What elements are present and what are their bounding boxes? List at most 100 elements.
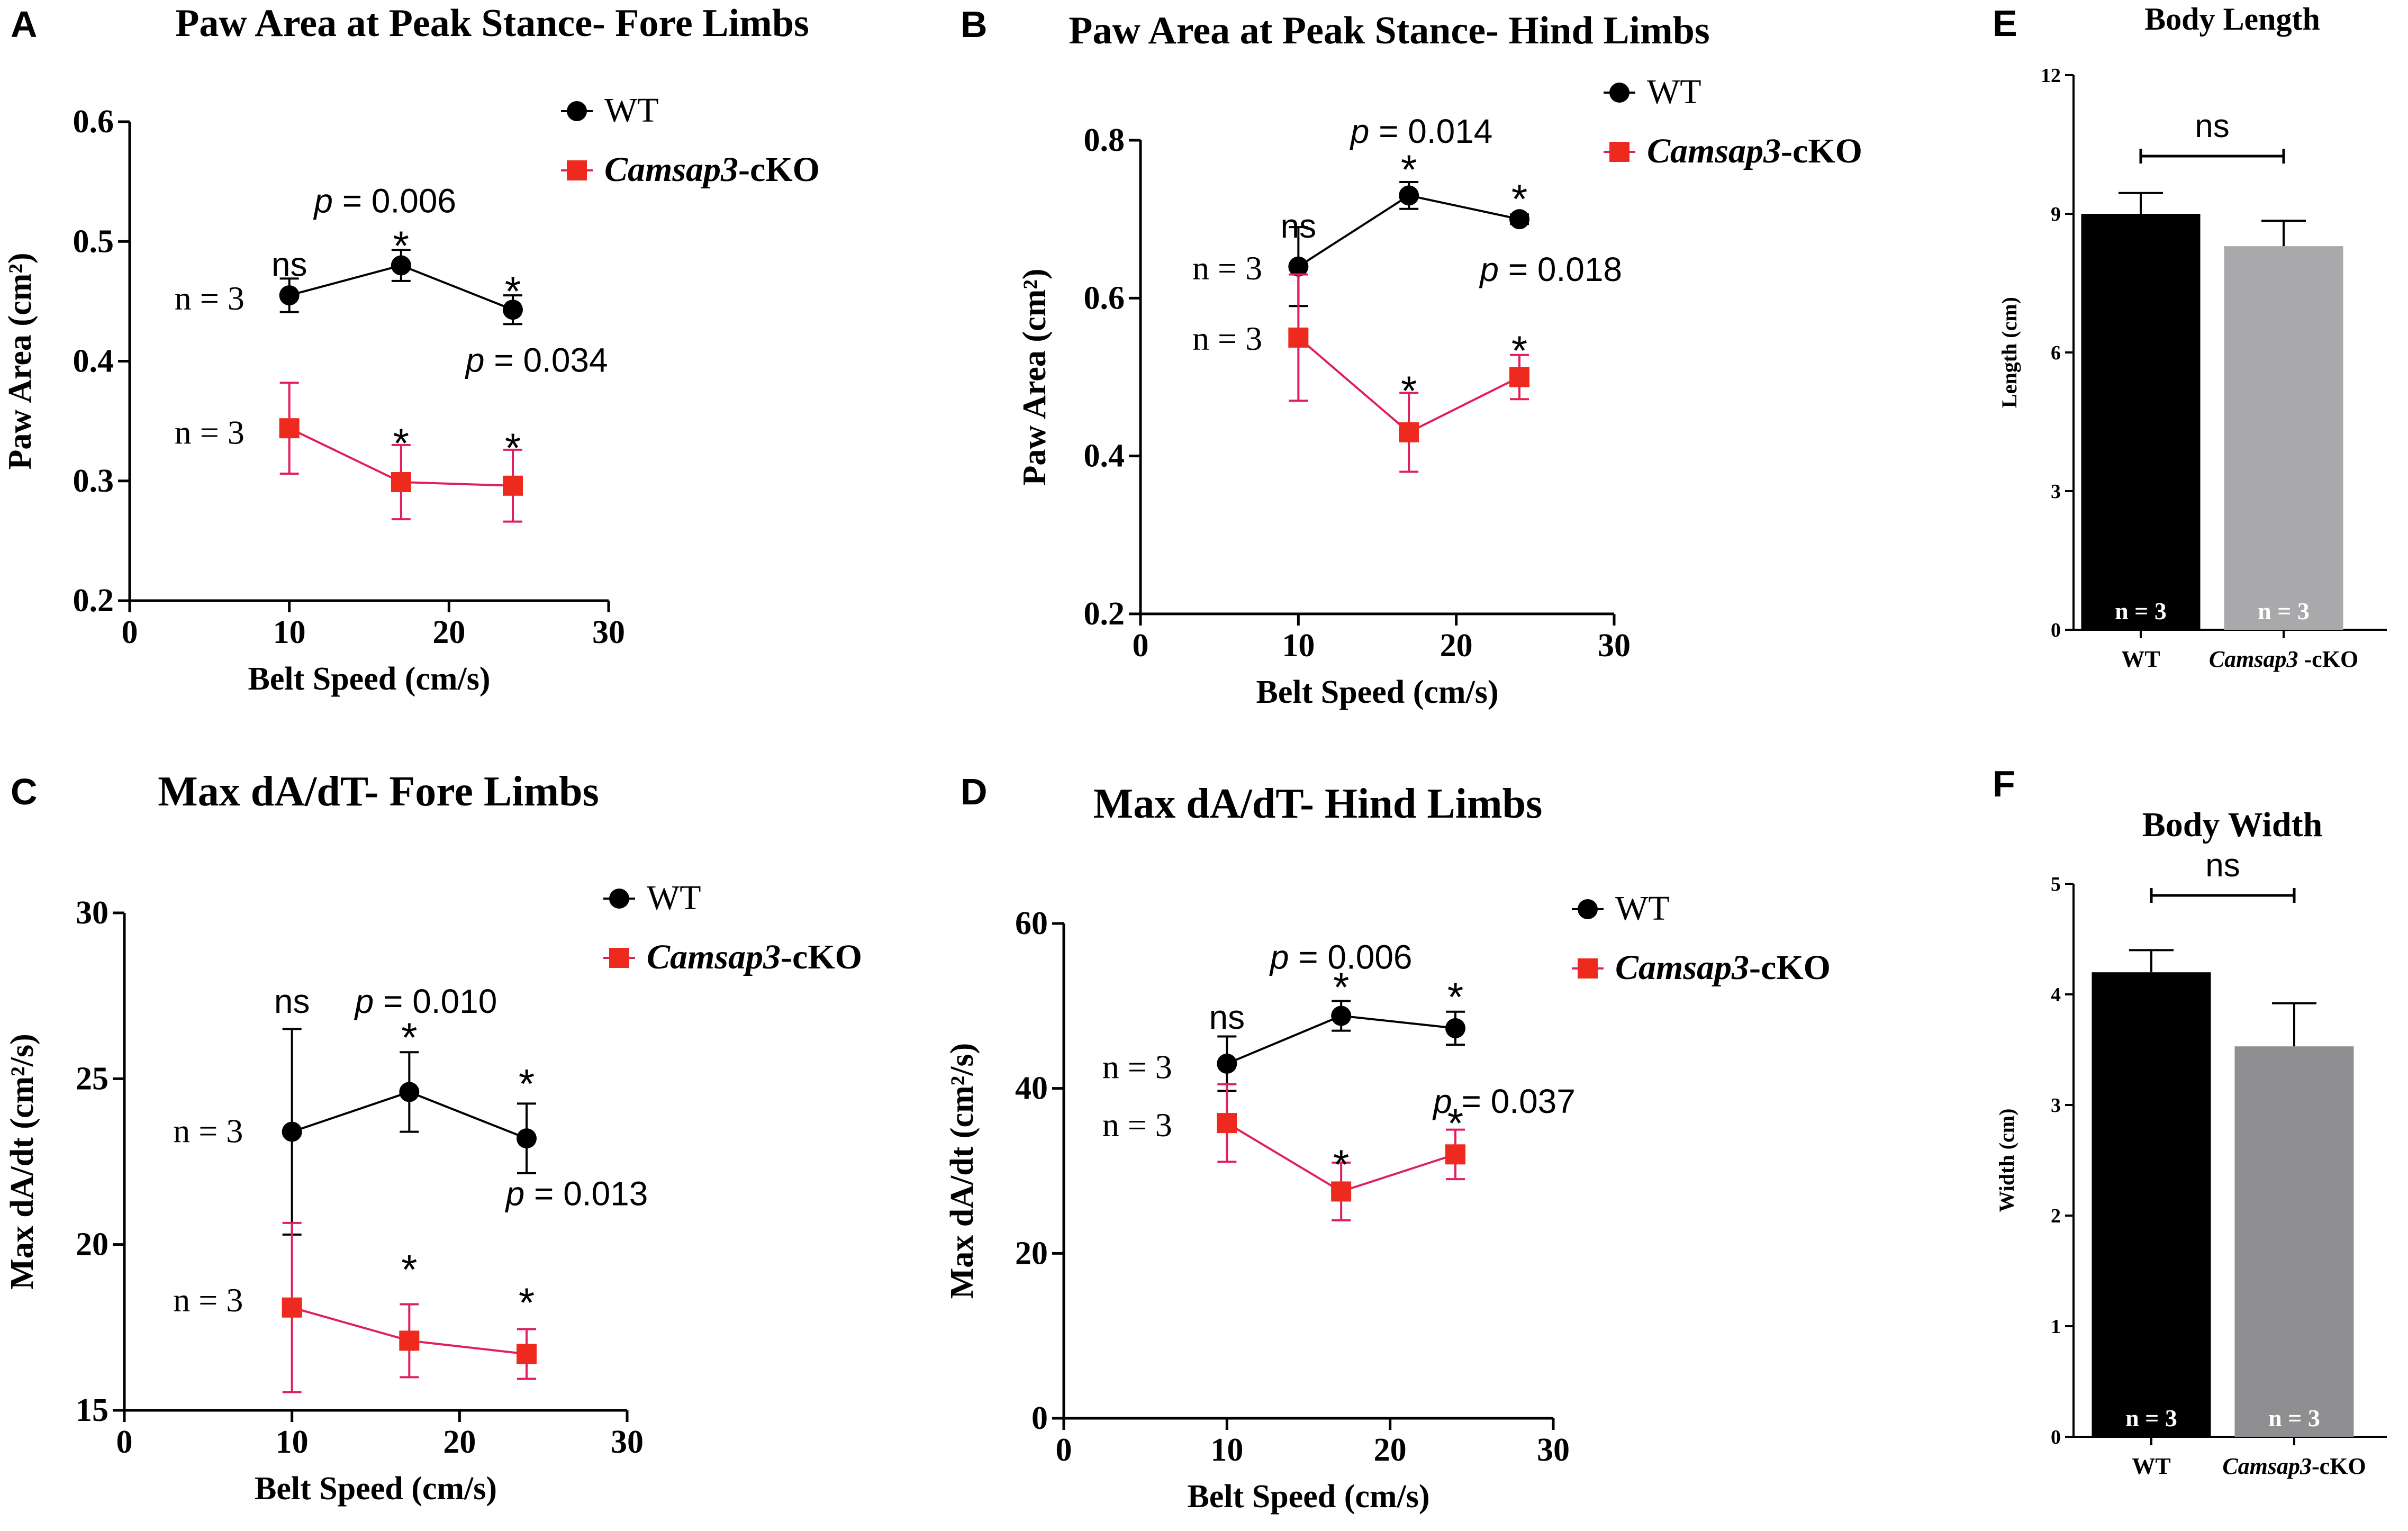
y-tick-label: 40	[1015, 1071, 1048, 1107]
annotation: *	[505, 268, 521, 314]
y-axis-label: Paw Area (cm²)	[1017, 269, 1053, 486]
y-axis-label: Max dA/dt (cm²/s)	[4, 1034, 40, 1290]
bar-n-label: n = 3	[2258, 597, 2310, 624]
annotation: *	[1511, 175, 1527, 222]
annotation: p = 0.006	[313, 182, 456, 220]
data-point-wt	[517, 1128, 537, 1149]
panel-d: D Max dA/dT- Hind Limbs 0 20 40 60 0 10 20 30 Belt…	[944, 771, 1831, 1515]
annotation-p: p	[465, 341, 485, 379]
annotation: n = 3	[175, 413, 245, 451]
legend-label-ko-suffix: -cKO	[1781, 132, 1862, 170]
annotation: *	[519, 1279, 535, 1326]
x-tick-label: 0	[122, 614, 138, 650]
data-point-ko	[517, 1344, 537, 1364]
x-tick-label: 20	[443, 1424, 476, 1460]
y-tick-label: 0.8	[1084, 122, 1125, 158]
annotation: *	[393, 222, 409, 269]
panel-letter: E	[1993, 3, 2017, 44]
annotation: ns	[1281, 207, 1317, 245]
data-point-wt	[1399, 185, 1419, 206]
chart-title: Max dA/dT- Fore Limbs	[158, 768, 599, 815]
x-axis-label: Belt Speed (cm/s)	[1256, 674, 1498, 710]
y-tick-label: 3	[2051, 481, 2061, 503]
legend-label-ko: Camsap3-cKO	[604, 150, 820, 189]
y-axis-label: Paw Area (cm²)	[2, 253, 38, 470]
bar-n-label: n = 3	[2115, 597, 2167, 624]
x-tick-label: 30	[592, 614, 625, 650]
x-tick-label-gene: Camsap3	[2222, 1453, 2312, 1479]
data-point-wt	[279, 285, 300, 306]
legend-label-wt: WT	[1615, 889, 1670, 928]
data-point-wt	[399, 1082, 420, 1102]
annotation-p: p	[505, 1175, 525, 1213]
annotation: *	[505, 424, 521, 471]
y-tick-label: 2	[2051, 1205, 2061, 1227]
annotation: *	[1447, 974, 1463, 1020]
x-tick-label: Camsap3-cKO	[2222, 1453, 2366, 1479]
annotation: p = 0.037	[1432, 1082, 1576, 1120]
panel-letter: F	[1993, 763, 2015, 804]
x-tick-label: 0	[1133, 628, 1149, 664]
y-tick-label: 30	[76, 895, 108, 931]
annotation: p = 0.013	[505, 1175, 648, 1213]
bar	[2081, 214, 2201, 630]
y-tick-label: 0	[2051, 1426, 2061, 1448]
panel-f: F Body Width 0 1 2 3 4 5 Width (cm) n = 3 WT n = 3 C…	[1993, 763, 2387, 1479]
annotation-value: = 0.010	[374, 982, 497, 1020]
x-tick-label: 30	[611, 1424, 644, 1460]
y-tick-label: 6	[2051, 342, 2061, 364]
annotation: n = 3	[1102, 1106, 1172, 1144]
legend-label-wt: WT	[604, 91, 659, 130]
annotation-value: = 0.006	[333, 182, 456, 220]
x-axis-label: Belt Speed (cm/s)	[1187, 1479, 1429, 1515]
data-point-ko	[1288, 327, 1309, 348]
significance-label: ns	[2195, 108, 2229, 144]
y-tick-label: 4	[2051, 984, 2061, 1006]
annotation-p: p	[313, 182, 333, 220]
y-tick-label: 60	[1015, 905, 1048, 941]
annotation-p: p	[1350, 112, 1370, 150]
legend-marker-wt	[567, 101, 587, 121]
annotation: *	[1401, 146, 1417, 193]
chart-title: Max dA/dT- Hind Limbs	[1093, 781, 1542, 827]
x-axis-label: Belt Speed (cm/s)	[255, 1471, 497, 1507]
annotation-p: p	[1479, 250, 1499, 288]
y-tick-label: 0	[1031, 1400, 1048, 1436]
data-point-ko	[1509, 367, 1529, 387]
x-tick-label: 10	[1282, 628, 1315, 664]
y-axis-label: Max dA/dt (cm²/s)	[944, 1043, 980, 1299]
legend-label-ko-gene: Camsap3	[647, 938, 781, 976]
data-point-wt	[1217, 1053, 1237, 1074]
data-point-ko	[282, 1297, 302, 1318]
x-tick-label: 20	[1440, 628, 1473, 664]
annotation: *	[401, 1246, 417, 1293]
legend-label-ko-suffix: -cKO	[1749, 948, 1831, 987]
y-tick-label: 0.2	[73, 583, 114, 619]
bar	[2234, 1046, 2354, 1437]
legend-label-ko-gene: Camsap3	[604, 150, 738, 189]
y-tick-label: 5	[2051, 873, 2061, 895]
legend-label-ko: Camsap3-cKO	[1647, 132, 1862, 170]
y-tick-label: 0.2	[1084, 596, 1125, 632]
y-tick-label: 0	[2051, 619, 2061, 641]
y-tick-label: 15	[76, 1392, 108, 1428]
annotation: *	[1401, 367, 1417, 414]
y-tick-label: 12	[2041, 65, 2061, 87]
annotation: *	[393, 420, 409, 466]
annotation: n = 3	[1102, 1048, 1172, 1086]
annotation: p = 0.006	[1269, 938, 1413, 976]
annotation: *	[1447, 1100, 1463, 1146]
annotation: *	[1333, 1141, 1349, 1188]
significance-label: ns	[2205, 847, 2240, 884]
legend-label-ko: Camsap3-cKO	[1615, 948, 1831, 987]
panel-e: E Body Length 0 3 6 9 12 Length (cm) n = 3 WT n = …	[1993, 2, 2387, 672]
y-tick-label: 9	[2051, 203, 2061, 225]
y-tick-label: 0.3	[73, 463, 114, 499]
chart-title: Body Width	[2142, 805, 2323, 844]
bar	[2224, 246, 2343, 630]
annotation: ns	[274, 982, 310, 1020]
chart-title: Paw Area at Peak Stance- Hind Limbs	[1069, 9, 1709, 52]
annotation-value: = 0.018	[1499, 250, 1622, 288]
legend-label-ko-suffix: -cKO	[738, 150, 820, 189]
